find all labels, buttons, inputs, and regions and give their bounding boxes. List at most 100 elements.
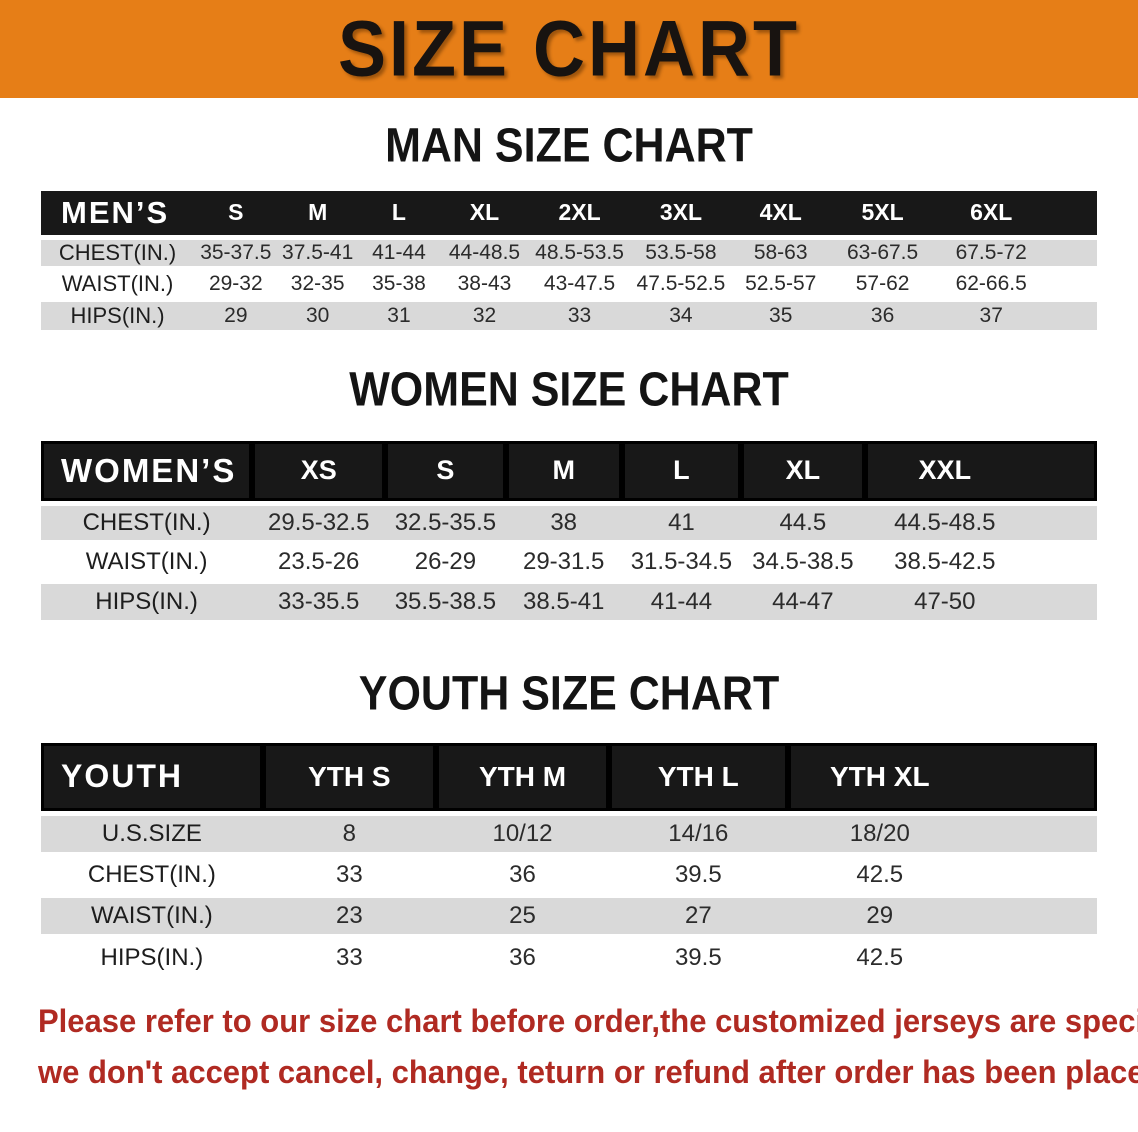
disclaimer-line-1: Please refer to our size chart before or… [38,1002,1138,1040]
value-cell: 23.5-26 [252,539,386,581]
value-cell: 36 [829,296,936,330]
value-cell: 35-37.5 [194,234,278,268]
row-label-cell: WAIST(IN.) [41,539,253,581]
size-column-header: YTH XL [787,743,1097,813]
size-column-header: YTH S [262,743,436,813]
value-cell: 31.5-34.5 [621,539,742,581]
value-cell: 25 [435,892,610,936]
header-row: MEN’S S M L XL 2XL 3XL 4XL 5XL 6XL [41,191,1097,237]
table-row: WAIST(IN.) 23 25 27 29 [41,892,1097,936]
value-cell: 29-32 [194,265,278,299]
value-cell: 29 [194,296,278,330]
value-cell: 44.5-48.5 [864,500,1097,542]
value-cell: 35 [731,296,830,330]
youth-size-section: YOUTH SIZE CHART YOUTH YTH S YTH M YTH L YTH… [0,667,1138,977]
men-size-section: MAN SIZE CHART MEN’S S M L XL 2XL 3XL 4XL 5XL 6XL… [0,119,1138,330]
value-cell: 41-44 [621,578,742,620]
value-cell: 44.5 [741,500,865,542]
value-cell: 42.5 [787,851,1097,895]
size-column-header: L [357,191,441,237]
row-label-cell: CHEST(IN.) [41,234,195,268]
value-cell: 29-31.5 [505,539,622,581]
value-cell: 38-43 [440,265,529,299]
size-column-header: 6XL [935,191,1097,237]
size-column-header: 2XL [528,191,631,237]
header-row: YOUTH YTH S YTH M YTH L YTH XL [41,743,1097,813]
value-cell: 39.5 [609,933,788,977]
header-row: WOMEN’S XS S M L XL XXL [41,441,1097,503]
value-cell: 41-44 [357,234,441,268]
value-cell: 32.5-35.5 [385,500,506,542]
row-label-cell: CHEST(IN.) [41,851,263,895]
value-cell: 35.5-38.5 [385,578,506,620]
size-column-header: 5XL [829,191,936,237]
table-title-cell: YOUTH [41,743,263,813]
value-cell: 37.5-41 [277,234,358,268]
size-column-header: YTH L [609,743,788,813]
row-label-cell: HIPS(IN.) [41,578,253,620]
value-cell: 32-35 [277,265,358,299]
value-cell: 14/16 [609,810,788,854]
value-cell: 44-47 [741,578,865,620]
table-row: HIPS(IN.) 33 36 39.5 42.5 [41,933,1097,977]
row-label-cell: HIPS(IN.) [41,296,195,330]
women-section-heading: WOMEN SIZE CHART [349,363,789,417]
table-row: CHEST(IN.) 33 36 39.5 42.5 [41,851,1097,895]
value-cell: 38.5-41 [505,578,622,620]
value-cell: 52.5-57 [731,265,830,299]
size-column-header: M [277,191,358,237]
value-cell: 35-38 [357,265,441,299]
value-cell: 27 [609,892,788,936]
value-cell: 42.5 [787,933,1097,977]
size-column-header: XS [252,441,386,503]
value-cell: 10/12 [435,810,610,854]
value-cell: 48.5-53.5 [528,234,631,268]
value-cell: 53.5-58 [630,234,732,268]
value-cell: 33 [528,296,631,330]
value-cell: 43-47.5 [528,265,631,299]
value-cell: 8 [262,810,436,854]
value-cell: 57-62 [829,265,936,299]
value-cell: 33 [262,851,436,895]
value-cell: 26-29 [385,539,506,581]
value-cell: 47-50 [864,578,1097,620]
value-cell: 33 [262,933,436,977]
youth-section-heading: YOUTH SIZE CHART [358,667,780,721]
value-cell: 34 [630,296,732,330]
value-cell: 36 [435,851,610,895]
men-section-heading: MAN SIZE CHART [385,119,753,173]
size-column-header: XXL [864,441,1097,503]
value-cell: 62-66.5 [935,265,1097,299]
value-cell: 30 [277,296,358,330]
row-label-cell: HIPS(IN.) [41,933,263,977]
size-column-header: L [621,441,742,503]
size-column-header: S [385,441,506,503]
table-row: WAIST(IN.) 29-32 32-35 35-38 38-43 43-47.5 47.… [41,265,1097,299]
value-cell: 63-67.5 [829,234,936,268]
value-cell: 37 [935,296,1097,330]
table-row: HIPS(IN.) 29 30 31 32 33 34 35 36 37 [41,296,1097,330]
women-size-section: WOMEN SIZE CHART WOMEN’S XS S M L XL XXL CHEST(… [0,363,1138,620]
size-column-header: XL [741,441,865,503]
table-row: WAIST(IN.) 23.5-26 26-29 29-31.5 31.5-34.5 34… [41,539,1097,581]
row-label-cell: WAIST(IN.) [41,892,263,936]
table-row: CHEST(IN.) 29.5-32.5 32.5-35.5 38 41 44.5 44.5… [41,500,1097,542]
men-size-table: MEN’S S M L XL 2XL 3XL 4XL 5XL 6XL CHEST(IN.) 35-37… [41,191,1097,330]
youth-size-table: YOUTH YTH S YTH M YTH L YTH XL U.S.SIZE 8 10/12… [41,743,1097,977]
row-label-cell: U.S.SIZE [41,810,263,854]
value-cell: 33-35.5 [252,578,386,620]
table-row: CHEST(IN.) 35-37.5 37.5-41 41-44 44-48.5 48.5… [41,234,1097,268]
women-size-table: WOMEN’S XS S M L XL XXL CHEST(IN.) 29.5-32.5 32.5… [41,441,1097,620]
value-cell: 23 [262,892,436,936]
table-row: HIPS(IN.) 33-35.5 35.5-38.5 38.5-41 41-44 44-… [41,578,1097,620]
size-column-header: 4XL [731,191,830,237]
value-cell: 67.5-72 [935,234,1097,268]
value-cell: 31 [357,296,441,330]
row-label-cell: CHEST(IN.) [41,500,253,542]
value-cell: 29 [787,892,1097,936]
table-row: U.S.SIZE 8 10/12 14/16 18/20 [41,810,1097,854]
value-cell: 41 [621,500,742,542]
value-cell: 36 [435,933,610,977]
table-title-cell: WOMEN’S [41,441,253,503]
disclaimer-line-2: we don't accept cancel, change, teturn o… [38,1053,1138,1091]
